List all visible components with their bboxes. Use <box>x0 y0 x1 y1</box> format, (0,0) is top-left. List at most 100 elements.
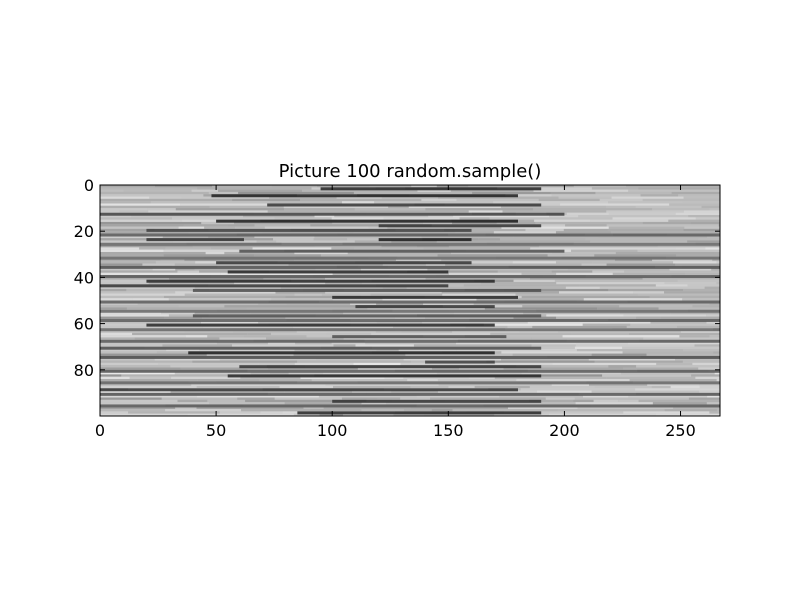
image-segment <box>638 294 720 297</box>
image-segment <box>100 411 128 414</box>
dark-streak <box>146 229 471 232</box>
dark-streak <box>100 234 720 237</box>
image-segment <box>235 227 265 230</box>
image-segment <box>100 298 132 301</box>
dark-streak <box>216 261 471 264</box>
image-segment <box>608 289 683 292</box>
image-segment <box>100 208 147 211</box>
image-segment <box>714 252 720 255</box>
dark-streak <box>100 275 720 278</box>
image-segment <box>578 215 688 218</box>
image-segment <box>665 282 717 285</box>
image-segment <box>100 324 147 327</box>
image-segment <box>595 386 652 389</box>
image-segment <box>606 210 684 213</box>
image-segment <box>546 398 575 401</box>
image-segment <box>534 220 590 223</box>
image-segment <box>332 217 384 220</box>
image-segment <box>100 367 181 370</box>
image-segment <box>411 386 449 389</box>
image-segment <box>647 354 720 357</box>
image-segment <box>627 326 677 329</box>
dark-streak <box>100 213 564 216</box>
image-segment <box>691 222 720 225</box>
image-segment <box>595 361 683 364</box>
image-segment <box>246 307 367 310</box>
image-segment <box>253 247 332 250</box>
image-segment <box>638 187 720 190</box>
dark-streak <box>146 324 494 327</box>
image-segment <box>432 409 453 412</box>
image-segment <box>684 197 720 200</box>
image-segment <box>661 317 720 320</box>
image-segment <box>684 210 720 213</box>
image-segment <box>675 264 720 267</box>
image-segment <box>100 229 155 232</box>
image-segment <box>490 217 536 220</box>
image-segment <box>100 194 203 197</box>
image-segment <box>100 307 127 310</box>
image-segment <box>498 270 552 273</box>
dark-streak <box>100 266 720 269</box>
image-segment <box>624 314 706 317</box>
image-segment <box>709 208 720 211</box>
image-segment <box>659 307 720 310</box>
image-segment <box>558 409 665 412</box>
image-segment <box>224 305 345 308</box>
image-segment <box>636 317 661 320</box>
image-segment <box>643 199 720 202</box>
image-segment <box>197 187 311 190</box>
image-segment <box>501 351 622 354</box>
image-segment <box>197 379 259 382</box>
image-segment <box>355 247 424 250</box>
image-segment <box>179 227 205 230</box>
image-segment <box>594 254 676 257</box>
image-segment <box>148 210 267 213</box>
image-segment <box>573 400 593 403</box>
image-segment <box>479 238 500 241</box>
image-segment <box>696 217 720 220</box>
image-segment <box>650 296 720 299</box>
image-segment <box>460 217 490 220</box>
y-tick-label: 80 <box>74 361 94 380</box>
chart-title: Picture 100 random.sample() <box>279 161 542 182</box>
dark-streak <box>321 187 542 190</box>
image-segment <box>592 261 673 264</box>
image-segment <box>100 296 164 299</box>
image-segment <box>583 324 631 327</box>
image-segment <box>584 298 682 301</box>
image-segment <box>360 210 469 213</box>
image-segment <box>695 377 720 380</box>
image-segment <box>259 363 295 366</box>
image-segment <box>295 363 354 366</box>
image-segment <box>100 363 158 366</box>
image-segment <box>164 296 285 299</box>
image-segment <box>209 192 238 195</box>
image-segment <box>653 402 707 405</box>
image-segment <box>676 213 720 216</box>
image-segment <box>668 220 720 223</box>
image-segment <box>532 344 576 347</box>
image-segment <box>220 411 261 414</box>
image-segment <box>514 280 555 283</box>
image-segment <box>374 201 493 204</box>
image-segment <box>507 326 532 329</box>
dark-streak <box>100 347 541 350</box>
dark-streak <box>188 351 495 354</box>
image-segment <box>169 298 271 301</box>
dark-streak <box>100 388 518 391</box>
image-segment <box>384 217 460 220</box>
dark-streak <box>425 361 495 364</box>
image-segment <box>342 201 374 204</box>
image-segment <box>178 400 208 403</box>
image-segment <box>669 203 720 206</box>
image-segment <box>619 305 692 308</box>
image-segment <box>686 273 720 276</box>
image-segment <box>257 240 276 243</box>
dark-streak <box>193 314 541 317</box>
image-segment <box>477 287 566 290</box>
image-segment <box>438 379 516 382</box>
dark-streak <box>100 301 720 304</box>
image-segment <box>641 194 679 197</box>
